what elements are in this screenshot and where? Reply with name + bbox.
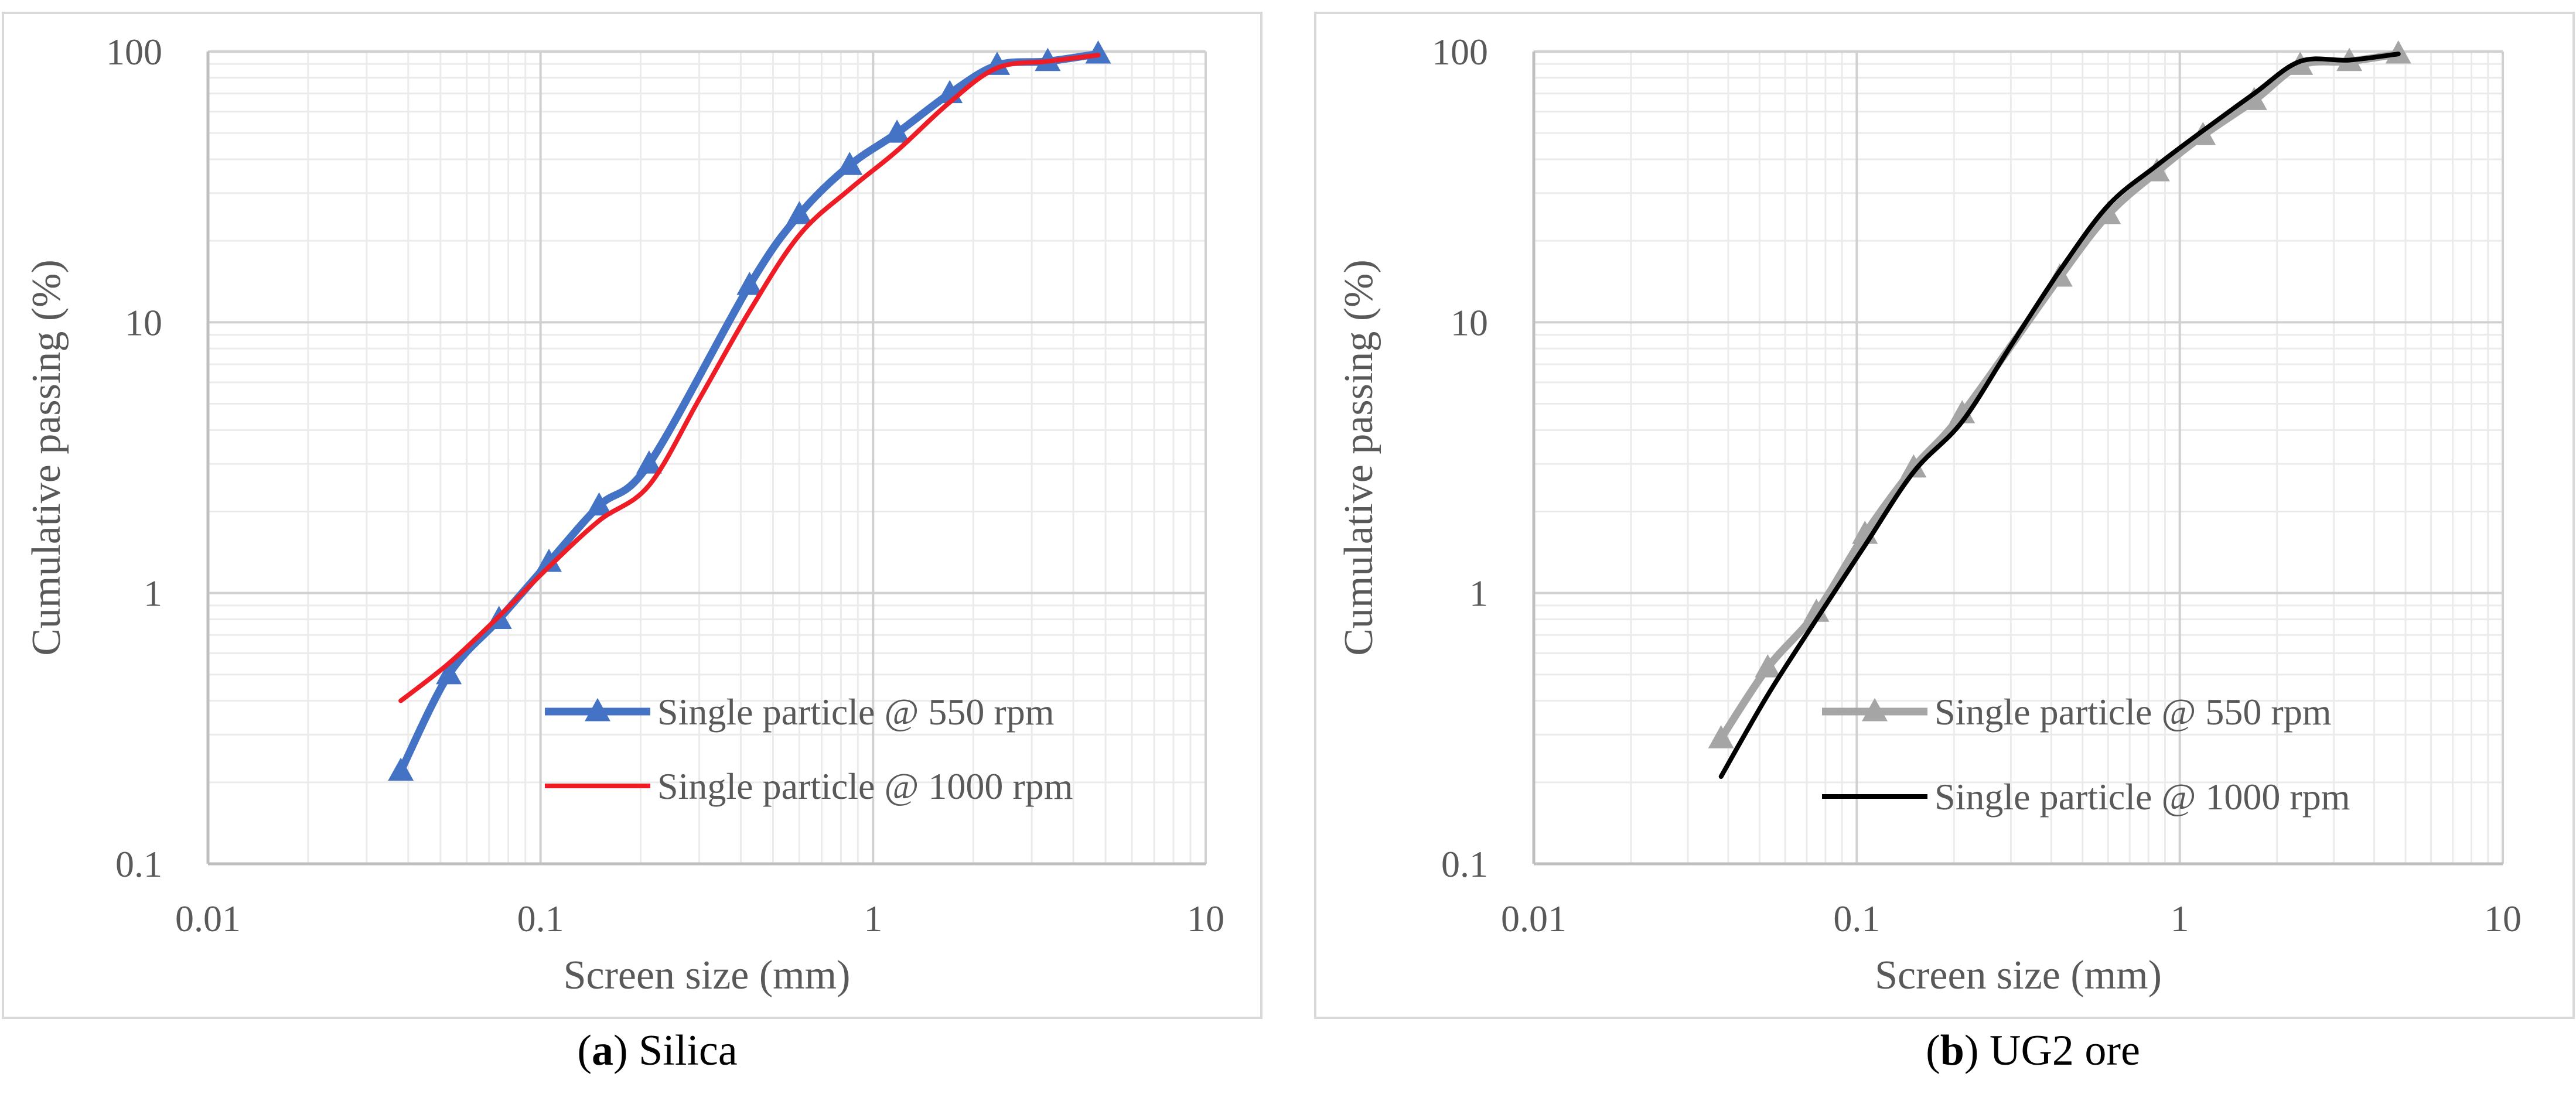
x-axis-title: Screen size (mm) [1875, 953, 2162, 998]
legend-label: Single particle @ 1000 rpm [657, 765, 1073, 807]
x-tick-label: 10 [2484, 898, 2522, 939]
data-point [2144, 158, 2170, 182]
x-tick-label: 0.1 [517, 898, 564, 939]
y-tick-label: 100 [1432, 31, 1488, 73]
data-point [2241, 87, 2267, 110]
grid [208, 50, 1207, 864]
series-2 [398, 53, 1101, 703]
chart-a-svg: 0.01 0.1 1 10 0.1 1 10 100 Screen size (mm) Cumul… [2, 12, 1263, 1019]
chart-panel-a: 0.01 0.1 1 10 0.1 1 10 100 Screen size (mm) Cumul… [0, 0, 1283, 1019]
x-tick-label: 0.01 [175, 898, 241, 939]
x-axis-title: Screen size (mm) [564, 953, 851, 998]
y-axis-title: Cumulative passing (%) [24, 259, 69, 656]
y-tick-label: 1 [144, 573, 162, 614]
y-axis-title: Cumulative passing (%) [1336, 259, 1381, 656]
x-tick-label: 1 [2171, 898, 2189, 939]
x-tick-label: 0.01 [1501, 898, 1567, 939]
legend: Single particle @ 550 rpm Single particle… [1822, 691, 2350, 818]
data-point [586, 492, 612, 516]
data-point [1755, 654, 1781, 678]
y-tick-label: 10 [1451, 302, 1488, 343]
grid [1534, 50, 2504, 864]
caption-b-letter: b [1940, 1027, 1964, 1075]
legend: Single particle @ 550 rpm Single particle… [545, 691, 1073, 807]
legend-label: Single particle @ 550 rpm [657, 691, 1054, 733]
chart-panel-b: 0.01 0.1 1 10 0.1 1 10 100 Screen size (mm) Cumul… [1312, 0, 2576, 1019]
data-point [1901, 454, 1927, 478]
data-point [388, 757, 414, 781]
chart-b-svg: 0.01 0.1 1 10 0.1 1 10 100 Screen size (mm) Cumul… [1314, 12, 2575, 1019]
legend-label: Single particle @ 550 rpm [1934, 691, 2331, 733]
caption-a: (a) Silica [577, 1027, 738, 1075]
y-tick-label: 0.1 [115, 843, 162, 885]
data-point [884, 119, 910, 143]
data-point [1708, 725, 1734, 748]
legend-marker [585, 697, 610, 722]
data-point [1949, 400, 1975, 423]
chart-frame [1314, 12, 2575, 1019]
y-tick-label: 10 [125, 302, 162, 343]
data-point [837, 152, 863, 175]
y-tick-label: 100 [106, 31, 162, 73]
series-line [1718, 52, 2401, 779]
caption-b: (b) UG2 ore [1926, 1027, 2140, 1075]
caption-b-text: UG2 ore [1990, 1027, 2140, 1075]
data-point [736, 272, 763, 295]
x-tick-label: 0.1 [1833, 898, 1880, 939]
data-point [786, 201, 813, 224]
y-tick-label: 1 [1469, 573, 1488, 614]
legend-label: Single particle @ 1000 rpm [1934, 776, 2350, 818]
y-tick-label: 0.1 [1441, 843, 1488, 885]
data-point [636, 450, 662, 474]
chart-frame [2, 12, 1263, 1019]
series-2 [1718, 52, 2401, 779]
data-point [2095, 201, 2121, 224]
data-point [436, 661, 462, 685]
series-line [398, 53, 1101, 703]
data-point [536, 548, 562, 572]
caption-a-letter: a [591, 1027, 613, 1075]
x-tick-label: 10 [1187, 898, 1224, 939]
caption-a-text: Silica [639, 1027, 738, 1075]
data-point [1803, 599, 1830, 622]
x-tick-label: 1 [864, 898, 882, 939]
legend-marker [1862, 697, 1888, 722]
